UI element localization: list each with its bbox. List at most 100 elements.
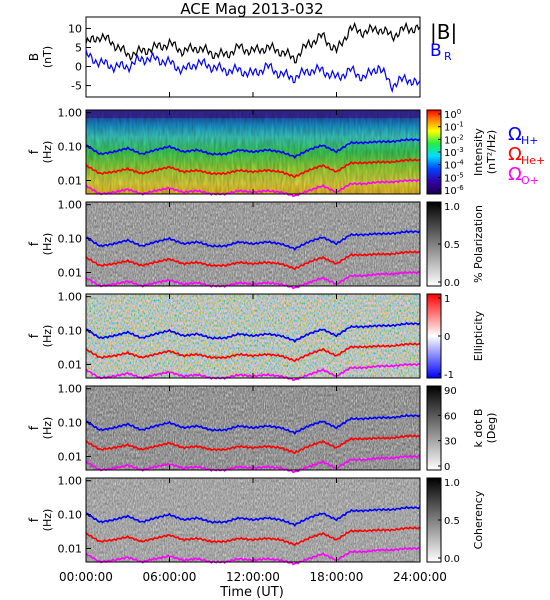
gyro-trace-h	[85, 229, 421, 252]
b-y-tick-label: 0	[75, 61, 82, 74]
f-ylabel-unit: (Hz)	[41, 141, 54, 164]
gyro-trace-he	[85, 158, 421, 179]
legend-omega-h-sub: H+	[521, 134, 539, 147]
x-axis-ticks: 00:00:00 06:00:00 12:00:00 18:00:00 24:00:00	[59, 570, 447, 584]
colorbar-tick-label: 0.0	[444, 278, 460, 289]
legend-omega-he: Ω	[508, 144, 522, 165]
f-ylabel-unit: (Hz)	[41, 233, 54, 256]
f-ylabel-unit: (Hz)	[41, 509, 54, 532]
f-ylabel: f	[27, 333, 41, 338]
panel-ellipticity: 1.00 0.10 0.01 f (Hz) 1 0 -1 Ellipticity	[27, 291, 485, 382]
colorbar-label: Ellipticity	[472, 310, 485, 361]
colorbar-tick-exp: -5	[457, 171, 464, 179]
f-y-tick-label: 0.10	[58, 325, 83, 338]
colorbar-tick-label: 90	[444, 386, 457, 397]
colorbar-tick-label: 1	[444, 294, 450, 305]
f-ylabel: f	[27, 425, 41, 430]
colorbar-tick-label: 30	[444, 437, 457, 448]
gyro-trace-he	[85, 434, 421, 455]
figure-title: ACE Mag 2013-032	[180, 0, 323, 18]
colorbar-tick-exp: 0	[457, 108, 461, 116]
colorbar-tick-label: 10-3	[444, 146, 464, 159]
colorbar-tick-label: 0	[444, 462, 450, 473]
panel-coherency: 1.00 0.10 0.01 f (Hz) 1.0 0.5 0.0 Coherency	[27, 475, 485, 566]
gyro-trace-he	[85, 342, 421, 363]
b-series-line-b-total	[85, 21, 421, 64]
b-ylabel-unit: (nT)	[41, 46, 54, 68]
colorbar-label: k dot B	[472, 409, 485, 448]
b-y-ticks: 10 5 0 -5	[68, 22, 91, 93]
panel-intensity: 1.00 0.10 0.01 f (Hz) 10010-110-210-310-410-5…	[27, 107, 498, 198]
colorbar-tick-label: 60	[444, 411, 457, 422]
f-y-tick-label: 1.00	[58, 107, 83, 120]
colorbar-tick-label: 10-1	[444, 121, 464, 134]
x-tick-label: 18:00:00	[310, 570, 364, 584]
colorbar-tick-label: 10-4	[444, 159, 464, 172]
f-y-tick-label: 1.00	[58, 475, 83, 488]
f-ylabel-unit: (Hz)	[41, 325, 54, 348]
b-ylabel: B	[27, 53, 41, 61]
gyro-trace-h	[85, 413, 421, 436]
colorbar-tick-label: 10-6	[444, 184, 464, 197]
f-y-tick-label: 0.01	[58, 359, 83, 372]
legend-b-total: |B|	[430, 20, 457, 44]
colorbar-tick-label: 0.0	[444, 554, 460, 565]
b-series-lines	[85, 21, 421, 97]
b-y-tick-label: 10	[68, 22, 82, 35]
b-series-line-b-r	[85, 49, 421, 94]
f-y-tick-label: 0.10	[58, 141, 83, 154]
colorbar-tick-label: 0	[444, 332, 450, 343]
gyro-trace-he	[85, 526, 421, 547]
b-y-tick-label: -5	[71, 80, 82, 93]
colorbar-tick-label: 10-5	[444, 171, 464, 184]
f-y-tick-label: 0.01	[58, 451, 83, 464]
colorbar-label: Coherency	[472, 490, 485, 549]
colorbar-tick-label: 0.5	[444, 516, 460, 527]
b-y-tick-label: 5	[75, 41, 82, 54]
f-ylabel: f	[27, 241, 41, 246]
colorbar-label: Intensity	[472, 128, 485, 176]
ion-legend: Ω H+ Ω He+ Ω O+	[508, 124, 545, 187]
f-y-tick-label: 0.10	[58, 509, 83, 522]
gyro-trace-he	[85, 250, 421, 271]
panel-polarization: 1.00 0.10 0.01 f (Hz) 1.0 0.5 0.0 % Polarization	[27, 199, 485, 290]
panel-kdotb: 1.00 0.10 0.01 f (Hz) 90 60 30 0 k dot B (Deg)	[27, 383, 498, 474]
f-y-tick-label: 1.00	[58, 291, 83, 304]
gyro-trace-h	[85, 505, 421, 528]
legend-omega-o: Ω	[508, 164, 522, 185]
legend-omega-o-sub: O+	[521, 174, 539, 187]
legend-b-r: B	[430, 41, 442, 61]
legend-omega-h: Ω	[508, 124, 522, 145]
f-y-tick-label: 0.01	[58, 543, 83, 556]
f-y-tick-label: 0.10	[58, 417, 83, 430]
colorbar-tick-label: 10-2	[444, 133, 464, 146]
f-y-tick-label: 0.10	[58, 233, 83, 246]
b-field-panel: 10 5 0 -5 B (nT) |B| B R	[27, 16, 457, 98]
x-axis-label: Time (UT)	[219, 585, 284, 600]
colorbar-unit: (Deg)	[485, 413, 498, 444]
legend-b-r-sub: R	[444, 50, 452, 63]
colorbar-tick-label: 1.0	[444, 202, 460, 213]
spectrogram-panels: 1.000.100.01f (Hz)10010-110-210-310-410-5…	[27, 107, 498, 566]
colorbar-tick-label: 100	[444, 108, 461, 121]
colorbar-tick-label: 0.5	[444, 240, 460, 251]
colorbar-unit: (nT²/Hz)	[485, 130, 498, 174]
x-tick-label: 24:00:00	[393, 570, 447, 584]
legend-omega-he-sub: He+	[521, 154, 545, 167]
f-y-tick-label: 0.01	[58, 267, 83, 280]
x-tick-label: 00:00:00	[59, 570, 113, 584]
f-y-tick-label: 0.01	[58, 175, 83, 188]
f-y-tick-label: 1.00	[58, 199, 83, 212]
f-ylabel-unit: (Hz)	[41, 417, 54, 440]
colorbar-tick-exp: -4	[457, 159, 465, 167]
colorbar-kdotb	[426, 385, 442, 471]
f-ylabel: f	[27, 149, 41, 154]
colorbar-tick-exp: -3	[457, 146, 464, 154]
colorbar-tick-exp: -1	[457, 121, 464, 129]
colorbar-label: % Polarization	[472, 205, 485, 283]
colorbar-tick-exp: -6	[457, 184, 465, 192]
x-tick-label: 06:00:00	[143, 570, 197, 584]
x-tick-label: 12:00:00	[226, 570, 280, 584]
gyro-trace-h	[85, 137, 421, 160]
